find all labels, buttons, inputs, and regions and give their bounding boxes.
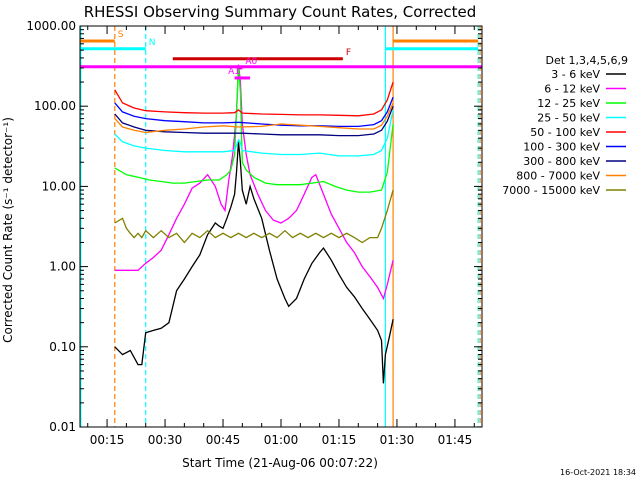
x-tick-label: 00:45 [206, 433, 241, 447]
y-axis-label: Corrected Count Rate (s⁻¹ detector⁻¹) [1, 117, 15, 343]
y-tick-label: 1000.00 [26, 19, 76, 33]
y-tick-label: 10.00 [42, 179, 76, 193]
x-tick-label: 01:00 [264, 433, 299, 447]
series-line-0 [114, 141, 394, 384]
x-tick-label: 00:30 [148, 433, 183, 447]
plot-frame [79, 25, 483, 428]
y-tick-label: 100.00 [34, 99, 76, 113]
series-line-3 [114, 109, 394, 157]
y-tick-label: 1.00 [49, 260, 76, 274]
series-line-1 [114, 64, 394, 301]
x-axis-label: Start Time (21-Aug-06 00:07:22) [182, 456, 378, 470]
y-tick-label: 0.10 [49, 340, 76, 354]
flag-label-5: A1 [228, 67, 240, 77]
legend-label-4: 50 - 100 keV [530, 126, 600, 139]
legend-label-0: 3 - 6 keV [551, 68, 600, 81]
flag-label-1: N [149, 38, 156, 48]
legend-label-8: 7000 - 15000 keV [502, 184, 600, 197]
legend-label-3: 25 - 50 keV [537, 112, 600, 125]
legend-label-6: 300 - 800 keV [523, 155, 600, 168]
flag-label-0: S [118, 30, 124, 40]
series-line-7 [114, 102, 394, 134]
series-line-8 [114, 189, 394, 244]
x-tick-label: 01:30 [380, 433, 415, 447]
legend-label-1: 6 - 12 keV [544, 83, 600, 96]
series-line-4 [114, 81, 394, 117]
flag-label-2: F [346, 48, 351, 58]
x-tick-label: 01:45 [438, 433, 473, 447]
series-line-2 [114, 67, 394, 193]
flag-label-4: A0 [245, 57, 257, 67]
series-line-5 [114, 96, 394, 128]
chart-title: RHESSI Observing Summary Count Rates, Co… [84, 3, 477, 21]
legend-label-7: 800 - 7000 keV [516, 170, 600, 183]
footer-date: 16-Oct-2021 18:34 [560, 468, 636, 477]
legend-label-5: 100 - 300 keV [523, 141, 600, 154]
y-tick-label: 0.01 [49, 420, 76, 434]
legend-title: Det 1,3,4,5,6,9 [545, 54, 628, 67]
x-tick-label: 00:15 [90, 433, 125, 447]
x-tick-label: 01:15 [322, 433, 357, 447]
legend-label-2: 12 - 25 keV [537, 97, 600, 110]
series-line-6 [114, 105, 394, 137]
